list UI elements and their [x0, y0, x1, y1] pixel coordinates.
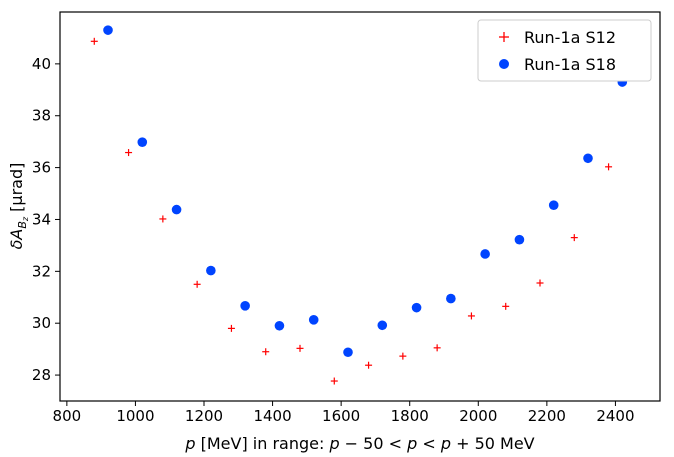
data-point-s18 [480, 249, 490, 259]
y-axis-label: δABz [µrad] [7, 163, 30, 250]
x-tick-label: 2400 [596, 407, 634, 425]
y-tick-label: 28 [32, 366, 51, 384]
y-tick-label: 36 [32, 159, 51, 177]
data-point-s12 [330, 377, 338, 385]
y-tick-label: 38 [32, 107, 51, 125]
legend-label-s18: Run-1a S18 [524, 55, 616, 74]
data-point-s12 [399, 352, 407, 360]
data-point-s12 [433, 344, 441, 352]
y-tick-label: 32 [32, 262, 51, 280]
data-point-s18 [137, 137, 148, 147]
data-point-s12 [227, 324, 235, 332]
y-tick-label: 34 [32, 210, 51, 228]
data-point-s18 [206, 265, 216, 276]
data-point-s18 [377, 320, 388, 331]
data-point-s18 [343, 347, 353, 358]
data-point-s12 [262, 348, 270, 356]
x-tick-label: 2000 [459, 407, 497, 425]
data-point-s12 [467, 312, 475, 320]
data-point-s18 [240, 301, 250, 311]
data-point-s12 [365, 361, 373, 369]
x-axis-label: p [MeV] in range: p − 50 < p < p + 50 Me… [184, 434, 534, 453]
data-point-s12 [536, 279, 544, 287]
data-point-s12 [570, 234, 578, 242]
series-run-1a-s12 [90, 37, 613, 385]
data-point-s12 [605, 163, 613, 171]
plot-frame [59, 11, 661, 402]
data-point-s18 [446, 293, 456, 304]
x-tick-label: 800 [53, 407, 82, 425]
x-tick-label: 2200 [528, 407, 566, 425]
legend-box [477, 19, 652, 82]
data-point-s18 [171, 204, 182, 215]
legend: Run-1a S12 Run-1a S18 [477, 19, 652, 82]
x-tick-label: 1200 [185, 407, 223, 425]
data-point-s12 [159, 215, 167, 223]
data-point-s18 [103, 25, 113, 35]
legend-marker-s18 [499, 59, 509, 69]
data-point-s18 [308, 315, 319, 325]
data-point-s18 [411, 302, 422, 313]
data-point-s12 [90, 37, 98, 45]
data-point-s12 [125, 149, 133, 157]
x-tick-label: 1000 [116, 407, 154, 425]
data-point-s18 [583, 153, 593, 164]
data-point-s12 [193, 280, 201, 288]
y-tick-label: 30 [32, 314, 51, 332]
x-tick-label: 1600 [322, 407, 360, 425]
data-point-s18 [548, 200, 559, 211]
data-point-s18 [274, 320, 285, 331]
y-tick-label: 40 [32, 55, 51, 73]
x-tick-label: 1800 [391, 407, 429, 425]
legend-marker-s12 [499, 32, 509, 42]
x-tick-label: 1400 [253, 407, 291, 425]
data-point-s12 [502, 302, 510, 310]
legend-label-s12: Run-1a S12 [524, 28, 616, 47]
data-point-s18 [514, 234, 525, 245]
data-point-s12 [296, 344, 304, 352]
axis-ticks: 800 1000 1200 1400 1600 1800 2000 2200 2400 28 30 3… [32, 55, 635, 425]
